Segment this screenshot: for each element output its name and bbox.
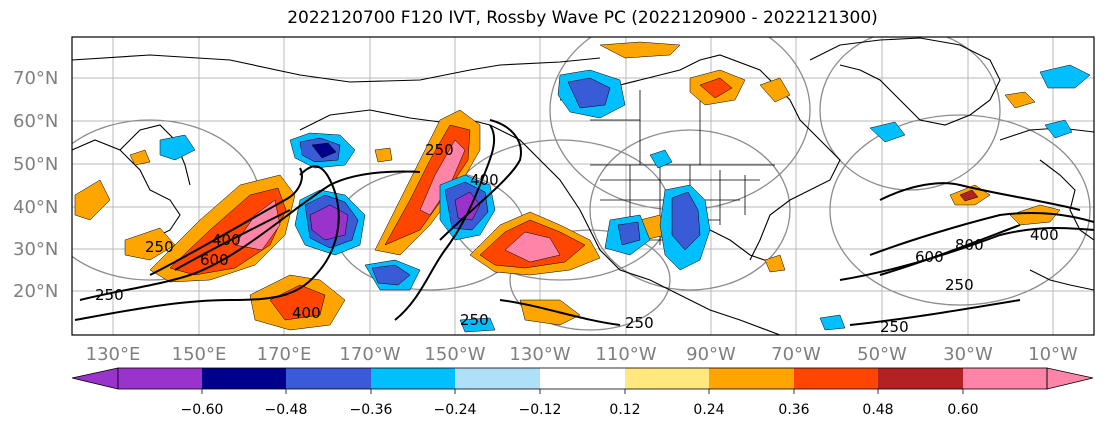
colorbar-segment	[286, 368, 371, 389]
ivt-contours	[74, 119, 1094, 326]
contour-label: 400	[292, 304, 321, 322]
colorbar-segment	[118, 368, 202, 389]
colorbar-tick-label: −0.24	[434, 402, 477, 418]
contour-label: 250	[95, 286, 124, 304]
lon-label: 10°W	[1028, 344, 1078, 365]
contour-label: 400	[470, 171, 499, 189]
colorbar-segment	[540, 368, 625, 389]
colorbar-tick-label: −0.12	[519, 402, 562, 418]
negative-ivt-anomalies	[159, 64, 1091, 333]
lat-label: 60°N	[13, 111, 58, 132]
lon-label: 110°W	[595, 344, 656, 365]
colorbar-frame	[117, 367, 1048, 390]
colorbar-tick-label: 0.48	[862, 402, 893, 418]
colorbar-segment	[794, 368, 878, 389]
map-frame	[71, 36, 1095, 336]
colorbar-extend-low	[71, 367, 119, 390]
lat-label: 50°N	[13, 154, 58, 175]
contour-label: 250	[460, 311, 489, 329]
colorbar-segment	[963, 368, 1047, 389]
colorbar-segment	[202, 368, 286, 389]
lat-label: 70°N	[13, 68, 58, 89]
colorbar-segment	[878, 368, 963, 389]
colorbar-tick-label: −0.60	[181, 402, 224, 418]
colorbar: −0.60 −0.48 −0.36 −0.24 −0.12 0.12 0.24 …	[71, 367, 1094, 418]
contour-label: 250	[425, 141, 454, 159]
contour-label: 400	[1030, 226, 1059, 244]
contour-label: 250	[625, 314, 654, 332]
lat-label: 40°N	[13, 197, 58, 218]
colorbar-tick-label: 0.36	[778, 402, 809, 418]
colorbar-tick-label: −0.48	[265, 402, 308, 418]
colorbar-tick-label: 0.12	[609, 402, 640, 418]
colorbar-segment	[709, 368, 794, 389]
contour-label: 800	[955, 236, 984, 254]
contour-labels: 250 600 400 250 400 250 400 250 250 600 …	[95, 141, 1059, 336]
colorbar-segment	[455, 368, 540, 389]
lon-label: 90°W	[686, 344, 736, 365]
latitude-labels: 70°N 60°N 50°N 40°N 30°N 20°N	[13, 68, 58, 302]
colorbar-tick-label: −0.36	[350, 402, 393, 418]
lon-label: 170°W	[339, 344, 400, 365]
contour-label: 400	[212, 231, 241, 249]
colorbar-tick-label: 0.24	[693, 402, 724, 418]
figure-title: 2022120700 F120 IVT, Rossby Wave PC (202…	[287, 8, 878, 28]
colorbar-segment	[625, 368, 709, 389]
lon-label: 130°W	[509, 344, 570, 365]
lon-label: 170°E	[257, 344, 312, 365]
coastlines	[72, 37, 1094, 335]
contour-label: 250	[145, 238, 174, 256]
lon-label: 150°E	[172, 344, 227, 365]
colorbar-extend-high	[1046, 367, 1094, 390]
contour-label: 600	[915, 248, 944, 266]
lon-label: 150°W	[424, 344, 485, 365]
lon-label: 50°W	[857, 344, 907, 365]
contour-label: 250	[945, 276, 974, 294]
colorbar-tick-label: 0.60	[947, 402, 978, 418]
lat-label: 20°N	[13, 281, 58, 302]
colorbar-segment	[371, 368, 455, 389]
lon-label: 130°E	[86, 344, 141, 365]
contour-label: 250	[880, 318, 909, 336]
longitude-labels: 130°E 150°E 170°E 170°W 150°W 130°W 110°…	[86, 344, 1078, 365]
contour-label: 600	[200, 251, 229, 269]
lat-label: 30°N	[13, 239, 58, 260]
lon-label: 30°W	[943, 344, 993, 365]
lon-label: 70°W	[771, 344, 821, 365]
